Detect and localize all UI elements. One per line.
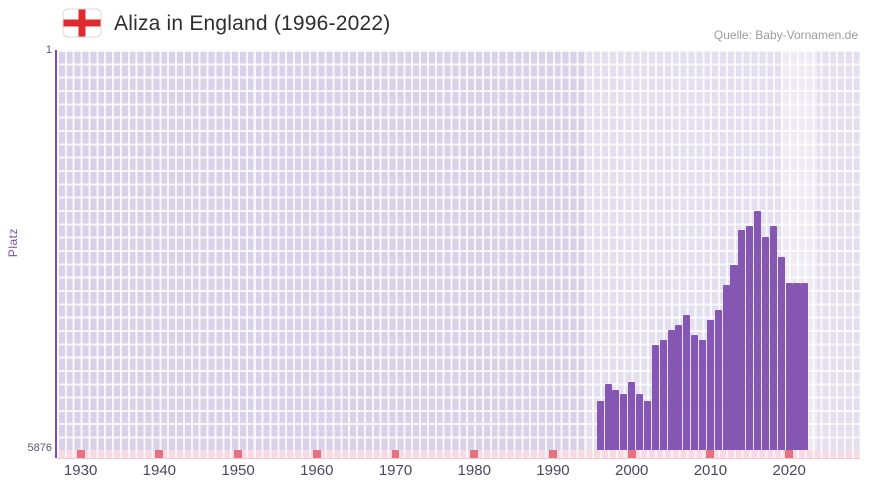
- bar-2018[interactable]: [769, 226, 777, 450]
- decade-marker-1990: [549, 450, 557, 458]
- decade-marker-1940: [155, 450, 164, 458]
- bar-2016[interactable]: [754, 210, 762, 450]
- bar-2005[interactable]: [667, 329, 675, 450]
- bar-2012[interactable]: [722, 284, 730, 450]
- y-axis-label: Platz: [6, 228, 20, 258]
- bar-2008[interactable]: [691, 334, 699, 450]
- bar-2000[interactable]: [628, 382, 636, 450]
- bar-1998[interactable]: [612, 389, 620, 450]
- x-tick-label-1970: 1970: [378, 462, 413, 479]
- bar-2007[interactable]: [683, 314, 691, 450]
- bar-2006[interactable]: [675, 325, 683, 450]
- bar-2017[interactable]: [761, 237, 770, 450]
- x-tick-label-1930: 1930: [63, 462, 98, 479]
- x-tick-label-1980: 1980: [457, 462, 491, 479]
- decade-marker-1960: [312, 450, 321, 458]
- bar-2019[interactable]: [777, 256, 785, 450]
- decade-marker-2020: [785, 450, 794, 458]
- bar-1997[interactable]: [604, 383, 612, 450]
- bar-2011[interactable]: [714, 310, 722, 450]
- x-tick-label-1990: 1990: [536, 462, 570, 479]
- bar-2014[interactable]: [738, 230, 746, 450]
- axis-strip: [57, 450, 860, 459]
- decade-marker-1970: [391, 450, 400, 458]
- bar-2001[interactable]: [636, 394, 644, 450]
- chart-header: Aliza in England (1996-2022) Quelle: Bab…: [0, 0, 873, 50]
- bar-2015[interactable]: [746, 226, 754, 450]
- y-axis-line: [55, 50, 57, 458]
- bar-2003[interactable]: [651, 344, 659, 450]
- bar-2009[interactable]: [699, 339, 707, 450]
- bar-2004[interactable]: [659, 339, 667, 450]
- bar-2022[interactable]: [801, 282, 809, 450]
- y-tick-top: 1: [45, 44, 52, 56]
- source-link[interactable]: Quelle: Baby-Vornamen.de: [713, 28, 858, 42]
- decade-marker-1950: [234, 450, 242, 458]
- x-axis-ticks: 1930 1940 1950 1960 1970 1980 1990 2000 2010 2020: [57, 462, 860, 482]
- bar-2021[interactable]: [793, 282, 801, 450]
- x-tick-label-2020: 2020: [772, 462, 806, 479]
- bar-1999[interactable]: [620, 394, 628, 450]
- x-tick-label-1950: 1950: [221, 462, 255, 479]
- y-tick-bottom: 5876: [27, 442, 52, 454]
- decade-marker-2010: [706, 450, 715, 458]
- x-tick-label-1960: 1960: [300, 462, 334, 479]
- bar-1996[interactable]: [596, 400, 604, 450]
- bar-2010[interactable]: [706, 319, 714, 450]
- decade-marker-2000: [627, 450, 636, 458]
- x-tick-label-2010: 2010: [693, 462, 728, 479]
- decade-marker-1980: [470, 450, 479, 458]
- decade-marker-1930: [76, 450, 85, 458]
- bar-2002[interactable]: [643, 400, 651, 450]
- plot-area: [57, 50, 860, 450]
- bar-2020[interactable]: [785, 282, 793, 450]
- x-tick-label-1940: 1940: [142, 462, 177, 479]
- bar-2013[interactable]: [730, 265, 738, 450]
- england-flag-icon: [62, 8, 102, 38]
- chart-title: Aliza in England (1996-2022): [114, 12, 391, 35]
- x-tick-label-2000: 2000: [615, 462, 649, 479]
